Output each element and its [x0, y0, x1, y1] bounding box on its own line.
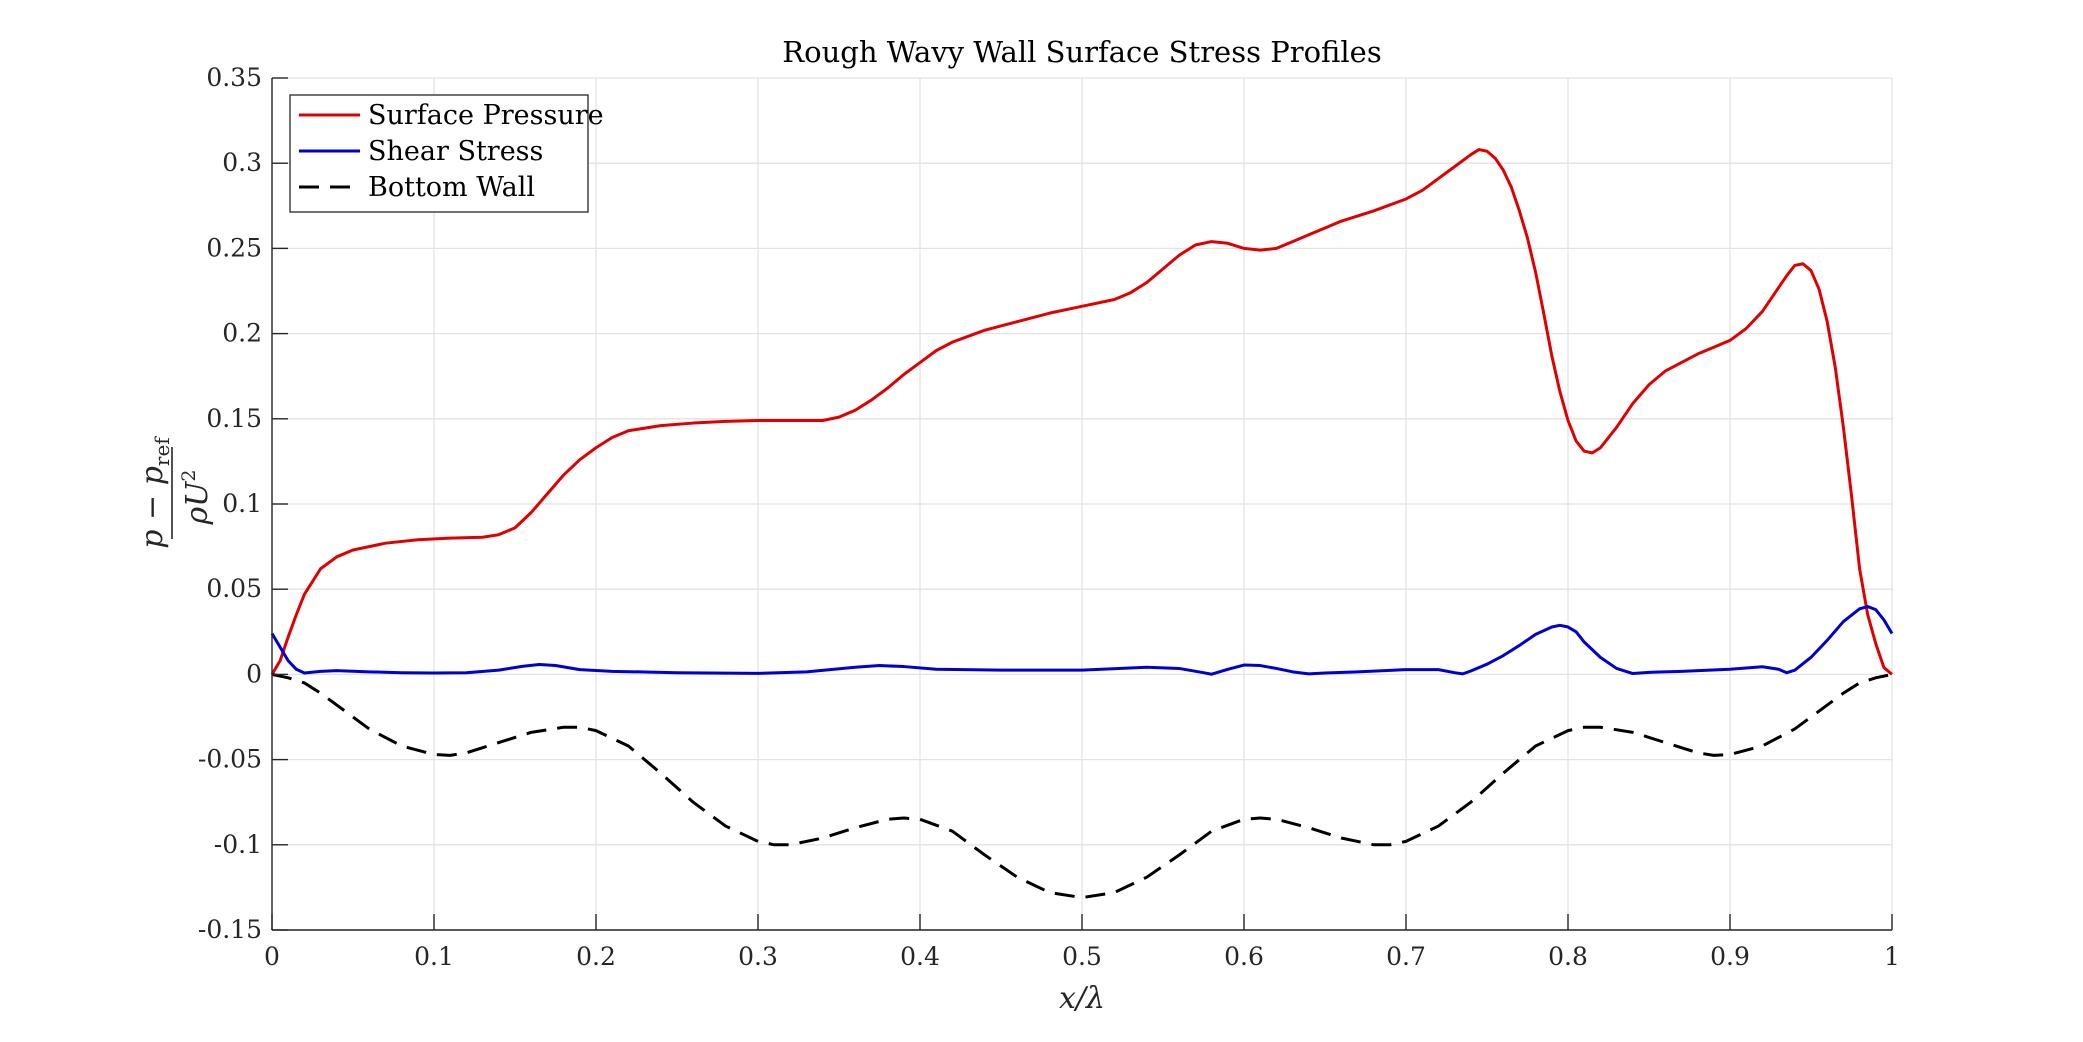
x-tick-label: 0.6	[1224, 942, 1264, 971]
legend-label: Bottom Wall	[368, 172, 535, 203]
y-tick-label: 0.3	[222, 148, 262, 177]
y-tick-label: 0.15	[206, 404, 262, 433]
x-tick-label: 1	[1884, 942, 1900, 971]
y-tick-label: 0.05	[206, 574, 262, 603]
x-tick-label: 0.9	[1710, 942, 1750, 971]
y-tick-label: 0.35	[206, 63, 262, 92]
x-tick-label: 0	[264, 942, 280, 971]
series-layer	[270, 148, 1894, 900]
x-axis-label-text: x/λ	[1059, 981, 1105, 1016]
y-label-num-sub: ref	[150, 436, 174, 466]
y-axis-label-numerator: p − pref	[135, 436, 174, 549]
series-line-surface-pressure	[270, 148, 1893, 676]
y-tick-label: -0.1	[214, 830, 262, 859]
y-axis-label-denominator: ρU2	[178, 469, 215, 525]
series-line-shear-stress	[270, 605, 1894, 676]
series-line-bottom-wall	[271, 672, 1893, 900]
y-tick-label: 0.25	[206, 233, 262, 262]
x-axis-label: x/λ	[1059, 981, 1105, 1016]
x-tick-label: 0.5	[1062, 942, 1102, 971]
y-axis-label: p − pref ρU2	[135, 436, 215, 549]
x-tick-label: 0.8	[1548, 942, 1588, 971]
y-label-den-main: ρU	[180, 480, 215, 526]
axes	[271, 77, 1893, 931]
y-label-den-sup: 2	[178, 469, 200, 481]
y-tick-label: -0.05	[198, 745, 262, 774]
x-tick-label: 0.2	[576, 942, 616, 971]
y-tick-label: 0.1	[222, 489, 262, 518]
x-tick-label: 0.7	[1386, 942, 1426, 971]
y-tick-label: -0.15	[198, 915, 262, 944]
legend-label: Shear Stress	[368, 136, 543, 167]
chart-title: Rough Wavy Wall Surface Stress Profiles	[782, 35, 1381, 69]
legend: Surface Pressure Shear Stress Bottom Wall	[289, 94, 604, 213]
y-tick-label: 0.2	[222, 319, 262, 348]
y-tick-label: 0	[246, 659, 262, 688]
x-tick-label: 0.1	[414, 942, 454, 971]
tick-labels: 0 0.1 0.2 0.3 0.4 0.5 0.6 0.7 0.8 0.9 1 -0.15 -0.1 -0…	[198, 63, 1900, 971]
x-tick-label: 0.3	[738, 942, 778, 971]
x-tick-label: 0.4	[900, 942, 940, 971]
y-label-num-main: p − p	[135, 466, 170, 549]
legend-label: Surface Pressure	[368, 100, 604, 131]
